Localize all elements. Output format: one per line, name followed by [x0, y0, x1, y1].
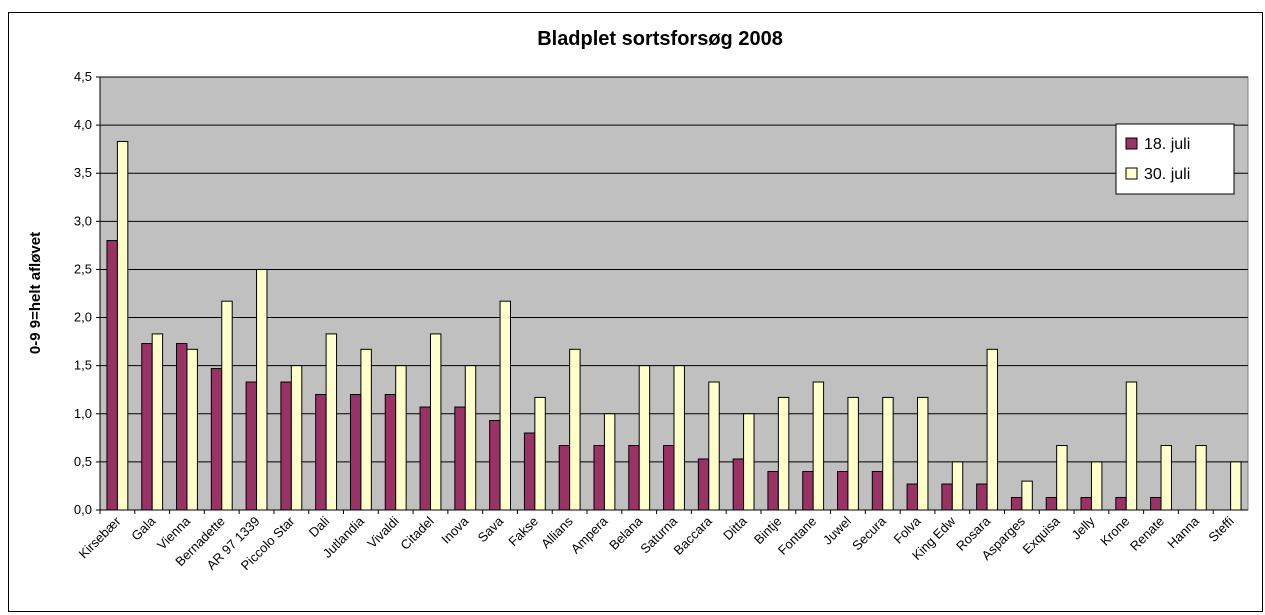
bar: [732, 458, 745, 511]
bar: [812, 381, 825, 511]
bar: [210, 368, 223, 511]
y-tick-label: 4,0: [74, 117, 92, 132]
bar: [523, 432, 536, 511]
y-tick-label: 2,5: [74, 261, 92, 276]
bar: [882, 396, 894, 511]
bar: [489, 420, 501, 511]
bar: [951, 461, 964, 511]
bar: [697, 458, 710, 511]
y-tick-label: 4,5: [74, 69, 92, 84]
bar: [256, 268, 268, 511]
y-tick-label: 0,0: [74, 502, 92, 517]
bar: [1090, 461, 1103, 511]
y-axis-label: 0-9 9=helt afløvet: [27, 232, 44, 354]
bar: [558, 445, 571, 511]
bar: [395, 365, 407, 511]
bar: [847, 396, 859, 511]
legend-swatch: [1125, 167, 1138, 180]
bar: [176, 343, 188, 511]
bar: [454, 406, 466, 511]
bar: [290, 365, 303, 511]
bar: [941, 483, 953, 511]
y-tick-label: 0,5: [74, 454, 92, 469]
bar: [325, 333, 338, 511]
bar: [767, 471, 779, 511]
bar: [628, 445, 640, 511]
bar: [534, 396, 546, 511]
bar: [315, 394, 327, 511]
bar: [917, 396, 929, 511]
bar: [221, 300, 233, 511]
bar: [116, 140, 129, 511]
bar: [1150, 496, 1162, 511]
bar: [837, 471, 849, 511]
bar: [663, 445, 675, 511]
bar: [106, 240, 118, 511]
bar: [871, 471, 884, 511]
bar: [743, 413, 755, 511]
bar: [569, 348, 581, 511]
bar: [1056, 445, 1068, 511]
bar: [1115, 496, 1127, 511]
legend-box: [1115, 123, 1235, 195]
bar: [708, 381, 720, 511]
bar: [1010, 496, 1023, 511]
bar: [593, 445, 605, 511]
bar: [976, 483, 988, 511]
bar: [1125, 381, 1138, 511]
y-tick-label: 1,0: [74, 406, 92, 421]
bar: [906, 483, 919, 511]
y-tick-label: 1,5: [74, 358, 92, 373]
bar: [1195, 445, 1207, 511]
bar: [151, 333, 164, 511]
bar: [1045, 496, 1058, 511]
legend-label: 18. juli: [1144, 136, 1190, 153]
bar: [280, 381, 292, 511]
bar: [1160, 445, 1172, 511]
y-tick-label: 3,5: [74, 165, 92, 180]
bar: [1021, 480, 1033, 511]
bar: [384, 394, 397, 511]
bar: [603, 413, 616, 511]
bar: [349, 394, 362, 511]
bar: [419, 406, 431, 511]
bar: [360, 348, 372, 511]
bar: [141, 343, 153, 511]
y-tick-label: 3,0: [74, 213, 92, 228]
bar: [1230, 461, 1242, 511]
bar: [986, 348, 999, 511]
bar: [1080, 496, 1092, 511]
bar: [802, 471, 814, 511]
bar: [638, 365, 651, 511]
bar: [673, 365, 685, 511]
bar: [777, 396, 790, 511]
legend-swatch: [1125, 137, 1138, 150]
bar: [429, 333, 442, 511]
legend-label: 30. juli: [1144, 166, 1190, 183]
bar: [245, 381, 258, 511]
bar: [499, 300, 511, 511]
bar: [186, 348, 198, 511]
bar: [464, 365, 477, 511]
chart-title: Bladplet sortsforsøg 2008: [537, 28, 783, 50]
y-tick-label: 2,0: [74, 310, 92, 325]
